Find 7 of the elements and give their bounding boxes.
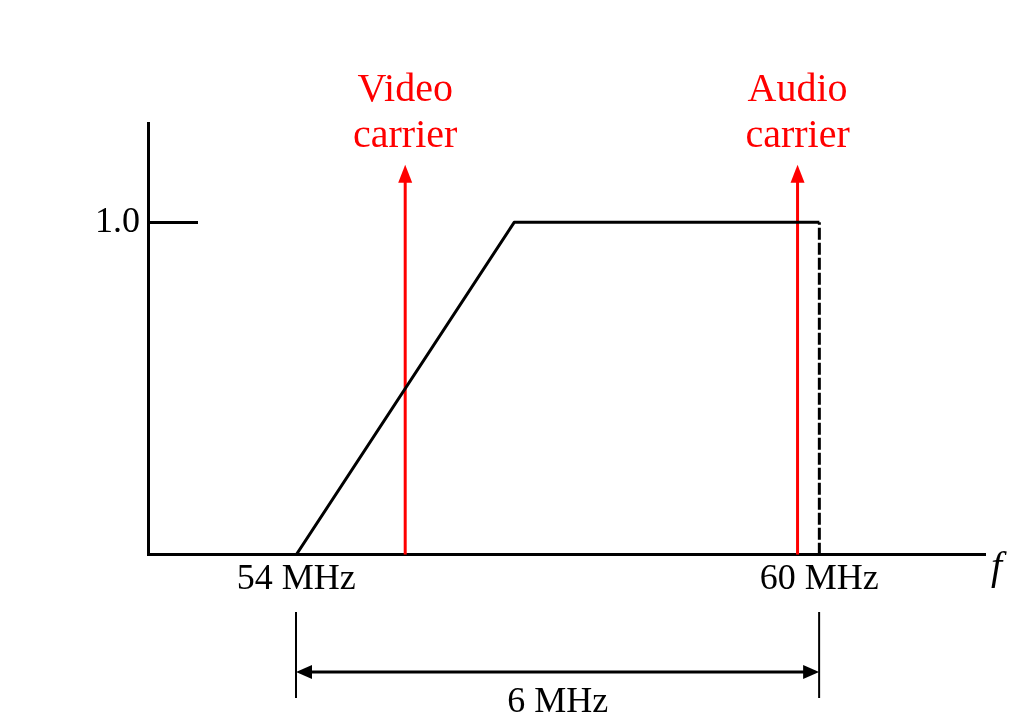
- x-tick-label: 60 MHz: [759, 556, 879, 597]
- text: 6 MHz: [506, 680, 610, 712]
- text: 1.0: [95, 199, 140, 240]
- x-tick-label: 54 MHz: [236, 556, 356, 597]
- series-label: Video carrier: [353, 65, 458, 157]
- series-label: Audio carrier: [745, 65, 850, 157]
- x-axis-title: f: [991, 543, 1007, 589]
